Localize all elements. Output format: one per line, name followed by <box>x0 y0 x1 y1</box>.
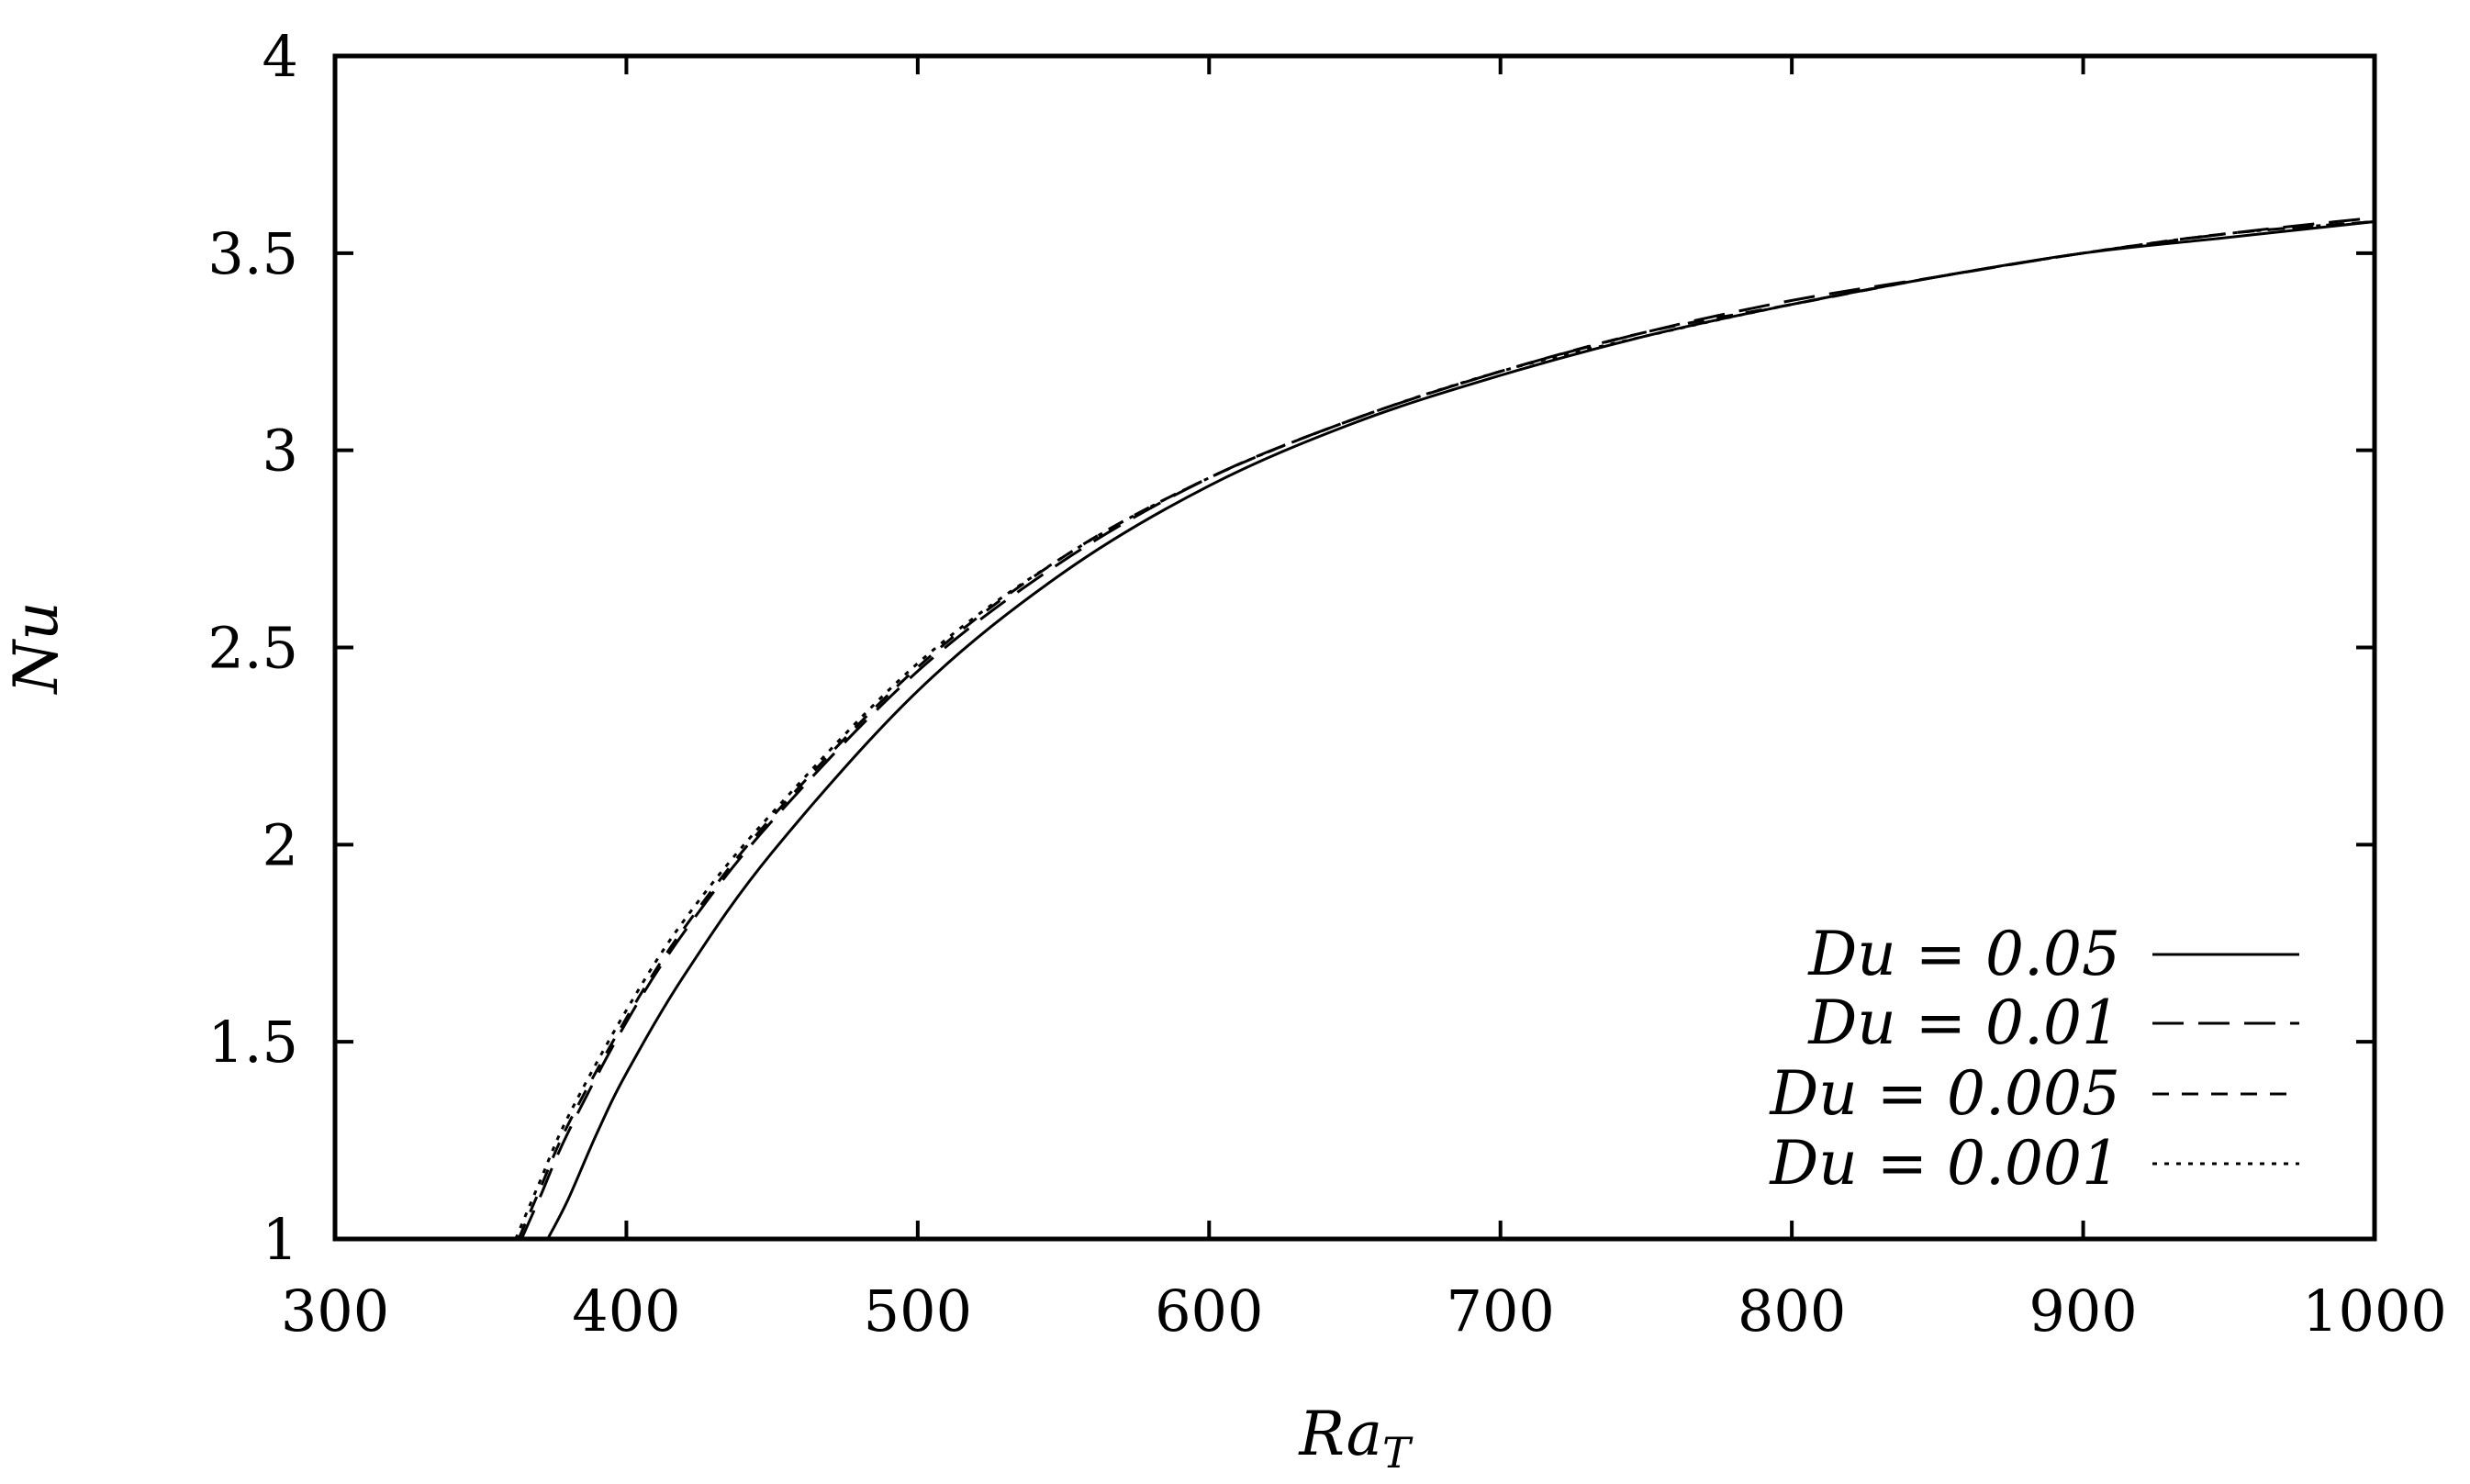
x-tick-label: 300 <box>281 1278 389 1345</box>
x-axis-title-subscript: T <box>1382 1428 1414 1478</box>
y-tick-label: 2.5 <box>207 615 298 682</box>
y-tick-label: 3.5 <box>207 220 298 287</box>
legend-label-4: Du = 0.001 <box>1769 1128 2120 1199</box>
legend-label-2: Du = 0.01 <box>1807 987 2120 1058</box>
x-tick-label: 700 <box>1447 1278 1555 1345</box>
x-tick-label: 900 <box>2029 1278 2137 1345</box>
tick-layer: 300 400 500 600 700 800 900 1000 1 1.5 2 2.5 3 3.5 4 <box>207 23 2447 1345</box>
x-tick-label: 600 <box>1155 1278 1263 1345</box>
y-tick-label: 2 <box>263 811 298 878</box>
x-axis-title: RaT <box>1298 1399 1414 1478</box>
legend-label-3: Du = 0.005 <box>1769 1058 2120 1129</box>
series-line-3 <box>517 220 2375 1240</box>
y-tick-label: 1 <box>263 1206 298 1273</box>
x-axis-title-main: Ra <box>1298 1399 1382 1469</box>
x-tick-label: 1000 <box>2302 1278 2447 1345</box>
series-line-4 <box>514 220 2375 1240</box>
legend-label-1: Du = 0.05 <box>1807 919 2120 989</box>
series-layer <box>514 216 2375 1240</box>
x-tick-label: 400 <box>572 1278 680 1345</box>
y-tick-label: 3 <box>263 418 298 485</box>
y-tick-label: 1.5 <box>207 1009 298 1076</box>
x-tick-label: 500 <box>864 1278 972 1345</box>
y-tick-label: 4 <box>263 23 298 90</box>
y-axis-title: Nu <box>1 601 72 695</box>
x-tick-label: 800 <box>1738 1278 1846 1345</box>
